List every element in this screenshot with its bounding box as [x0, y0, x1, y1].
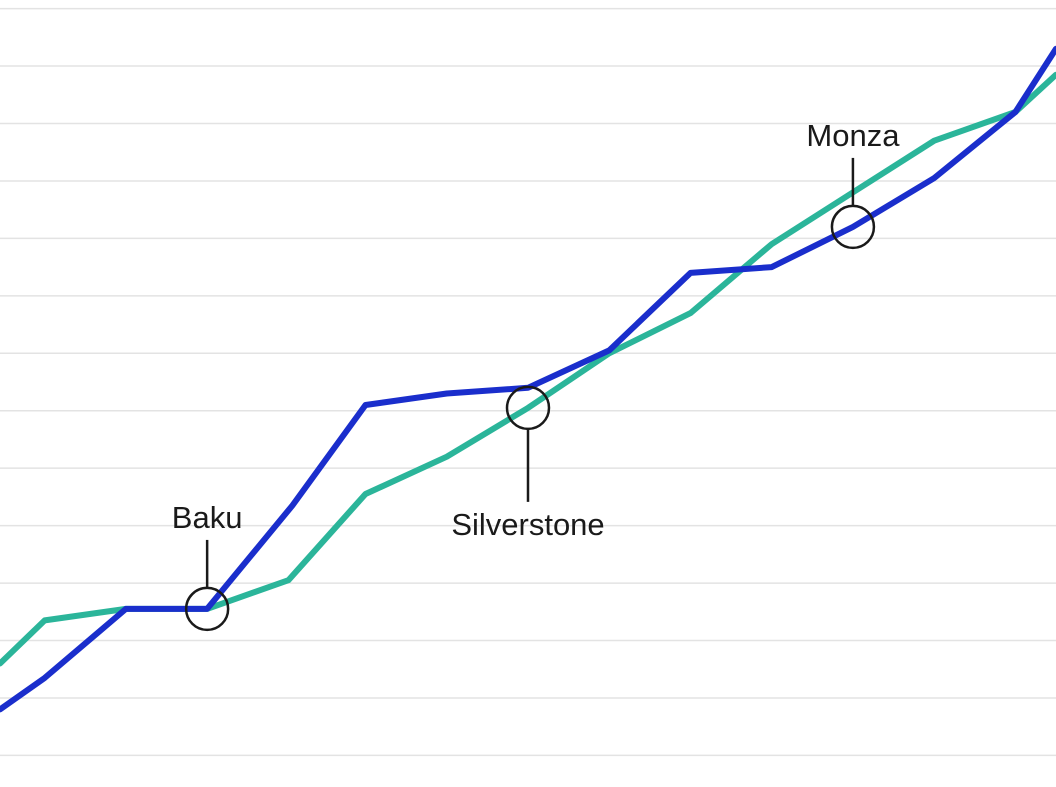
annotation-label: Silverstone: [451, 507, 604, 542]
annotations: Baku Silverstone Monza: [172, 118, 900, 632]
annotation-silverstone: Silverstone: [451, 385, 605, 542]
annotation-label: Monza: [806, 118, 900, 153]
annotation-baku: Baku: [172, 500, 243, 632]
series-line-1: [0, 71, 1056, 667]
annotation-label: Baku: [172, 500, 243, 535]
annotation-monza: Monza: [806, 118, 900, 250]
